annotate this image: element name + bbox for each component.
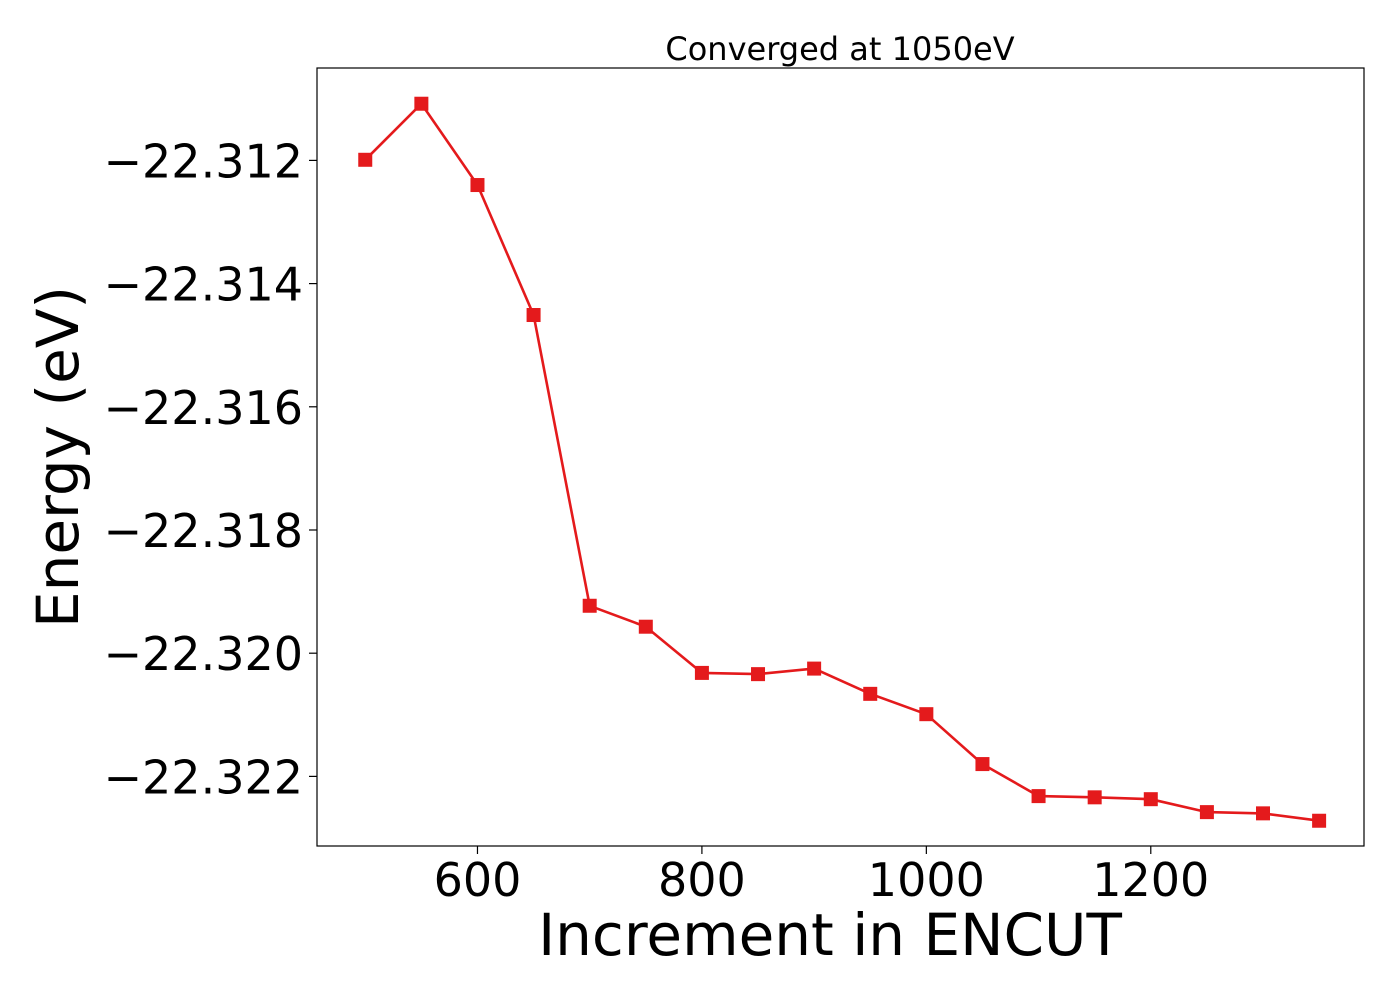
y-axis-label: Energy (eV) xyxy=(24,286,92,628)
y-tick-label: −22.318 xyxy=(104,504,304,558)
data-point-marker xyxy=(1031,789,1046,804)
y-axis: −22.312 −22.314 −22.316 −22.318 −22.320 −22.3… xyxy=(104,134,317,804)
x-tick-label: 800 xyxy=(658,853,746,907)
y-tick-label: −22.320 xyxy=(104,627,304,681)
data-point-marker xyxy=(1143,792,1158,807)
data-point-marker xyxy=(1312,813,1327,828)
x-tick-label: 1000 xyxy=(868,853,985,907)
chart-title: Converged at 1050eV xyxy=(665,30,1014,68)
series-polyline xyxy=(364,102,1320,822)
y-tick-label: −22.312 xyxy=(104,134,304,188)
series-line xyxy=(358,96,1327,828)
plot-frame xyxy=(316,67,1365,847)
data-point-marker xyxy=(975,757,990,772)
data-point-marker xyxy=(751,667,766,682)
y-tick-label: −22.322 xyxy=(104,750,304,804)
data-point-marker xyxy=(919,707,934,722)
data-point-marker xyxy=(1199,805,1214,820)
data-point-marker xyxy=(807,661,822,676)
data-point-marker xyxy=(1087,790,1102,805)
x-tick-label: 1200 xyxy=(1092,853,1209,907)
x-axis: 600 800 1000 1200 xyxy=(434,846,1209,907)
y-tick-label: −22.316 xyxy=(104,381,304,435)
x-tick-label: 600 xyxy=(434,853,522,907)
x-axis-label: Increment in ENCUT xyxy=(538,901,1122,969)
data-point-marker xyxy=(358,152,373,167)
data-point-marker xyxy=(582,598,597,613)
data-point-marker xyxy=(863,686,878,701)
data-point-marker xyxy=(470,178,485,193)
data-point-marker xyxy=(526,308,541,323)
data-point-marker xyxy=(414,96,429,111)
data-point-marker xyxy=(1256,806,1271,821)
data-point-marker xyxy=(694,665,709,680)
y-tick-label: −22.314 xyxy=(104,258,304,312)
data-point-marker xyxy=(638,619,653,634)
